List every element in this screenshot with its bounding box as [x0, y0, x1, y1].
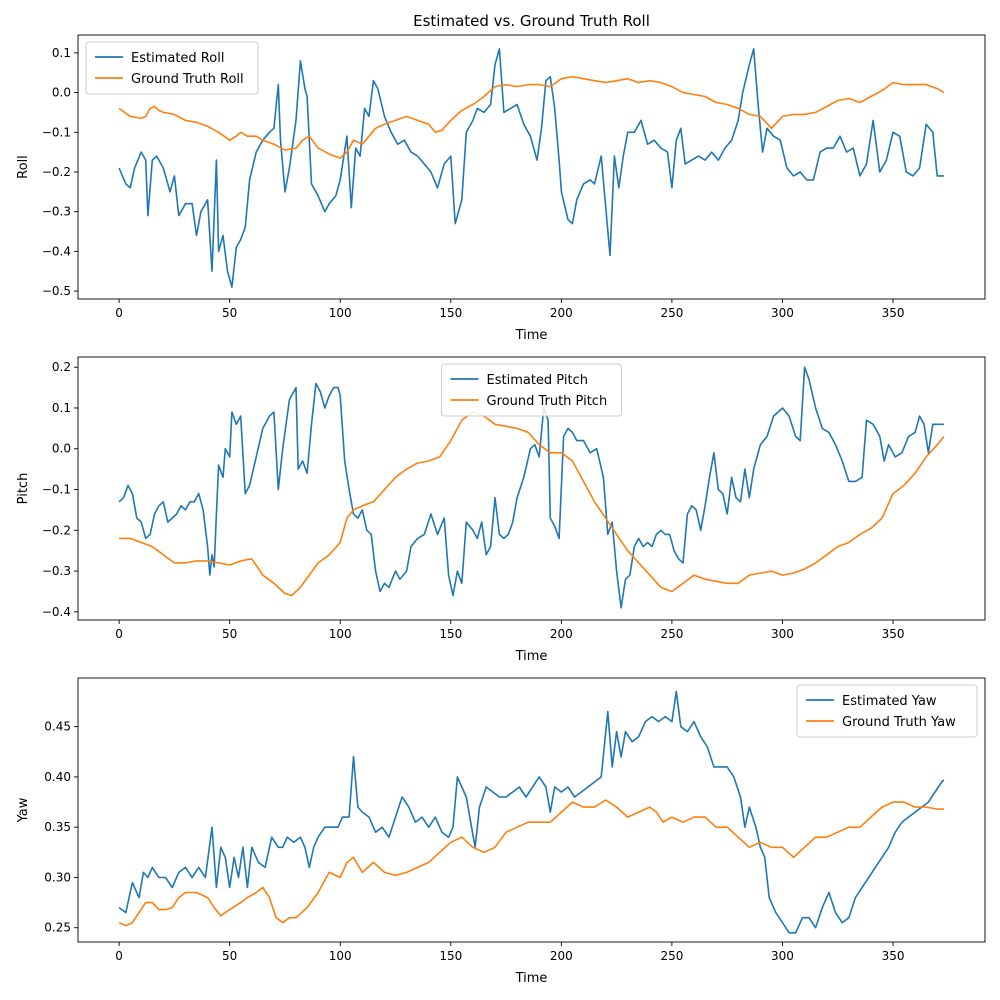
x-tick-label: 250 [660, 949, 683, 963]
y-tick-label: −0.1 [42, 125, 71, 139]
y-axis-label: Pitch [16, 473, 31, 505]
x-tick-label: 350 [882, 949, 905, 963]
y-tick-label: −0.4 [42, 244, 71, 258]
legend: Estimated Roll Ground Truth Roll [85, 41, 259, 95]
x-tick-label: 50 [222, 627, 237, 641]
y-tick-label: 0.1 [52, 401, 71, 415]
legend-entry: Estimated Yaw [842, 694, 937, 709]
x-tick-label: 150 [439, 306, 462, 320]
y-tick-label: 0.0 [52, 86, 71, 100]
y-tick-label: −0.3 [42, 205, 71, 219]
legend-box [441, 363, 622, 417]
x-tick-label: 300 [771, 306, 794, 320]
x-tick-label: 100 [329, 627, 352, 641]
legend-entry: Ground Truth Roll [131, 72, 244, 87]
x-tick-label: 350 [882, 627, 905, 641]
legend-entry: Estimated Roll [131, 51, 224, 66]
series-line-estimated-pitch [118, 366, 944, 609]
legend-entry: Estimated Pitch [487, 373, 588, 388]
x-tick-label: 150 [439, 627, 462, 641]
x-axis-label: Time [515, 971, 548, 986]
x-tick-label: 300 [771, 949, 794, 963]
axes-frame [77, 677, 986, 943]
y-tick-label: 0.2 [52, 360, 71, 374]
legend-entry: Ground Truth Pitch [487, 394, 608, 409]
x-tick-label: 250 [660, 306, 683, 320]
x-axis-label: Time [515, 328, 548, 343]
x-tick-label: 0 [115, 949, 123, 963]
chart-panel-3: 0 50 100 150 200 250 300 350 0.25 0.30 0.35 0.40 0.4… [16, 677, 986, 986]
y-tick-label: −0.4 [42, 605, 71, 619]
chart-panel-2: 0 50 100 150 200 250 300 350 −0.4 −0.3 −0.2 −0.1 0.0… [16, 356, 986, 664]
y-axis-label: Roll [16, 155, 31, 179]
legend: Estimated Yaw Ground Truth Yaw [796, 684, 978, 738]
legend-entry: Ground Truth Yaw [842, 715, 956, 730]
x-tick-label: 300 [771, 627, 794, 641]
axes-frame [77, 34, 986, 300]
legend-box [85, 41, 259, 95]
chart-panel-1: 0 50 100 150 200 250 300 350 −0.5 −0.4 −0.3 −0.2 −0.… [16, 12, 986, 343]
x-tick-label: 200 [550, 306, 573, 320]
legend: Estimated Pitch Ground Truth Pitch [441, 363, 622, 417]
x-tick-label: 100 [329, 949, 352, 963]
chart-title: Estimated vs. Ground Truth Roll [413, 12, 650, 30]
y-tick-label: −0.1 [42, 483, 71, 497]
y-tick-label: 0.0 [52, 442, 71, 456]
x-tick-label: 200 [550, 627, 573, 641]
y-tick-label: −0.5 [42, 284, 71, 298]
y-tick-label: −0.2 [42, 523, 71, 537]
y-axis-label: Yaw [16, 797, 31, 823]
series-line-ground-truth-pitch [119, 411, 945, 597]
y-tick-label: −0.2 [42, 165, 71, 179]
y-tick-label: −0.3 [42, 564, 71, 578]
y-tick-label: 0.30 [44, 870, 71, 884]
series-line-estimated-roll [118, 48, 944, 288]
x-tick-label: 350 [882, 306, 905, 320]
y-tick-label: 0.40 [44, 770, 71, 784]
x-tick-label: 50 [222, 949, 237, 963]
x-tick-label: 250 [660, 627, 683, 641]
y-tick-label: 0.1 [52, 46, 71, 60]
series-line-ground-truth-roll [118, 75, 945, 159]
x-tick-label: 0 [115, 627, 123, 641]
series-line-estimated-yaw [118, 690, 945, 934]
y-tick-label: 0.45 [44, 720, 71, 734]
x-tick-label: 150 [439, 949, 462, 963]
x-tick-label: 50 [222, 306, 237, 320]
x-tick-label: 0 [115, 306, 123, 320]
series-line-ground-truth-yaw [118, 799, 944, 927]
legend-box [796, 684, 978, 738]
y-tick-label: 0.35 [44, 820, 71, 834]
axes-frame [77, 356, 986, 621]
x-axis-label: Time [515, 649, 548, 664]
x-tick-label: 200 [550, 949, 573, 963]
y-tick-label: 0.25 [44, 921, 71, 935]
x-tick-label: 100 [329, 306, 352, 320]
